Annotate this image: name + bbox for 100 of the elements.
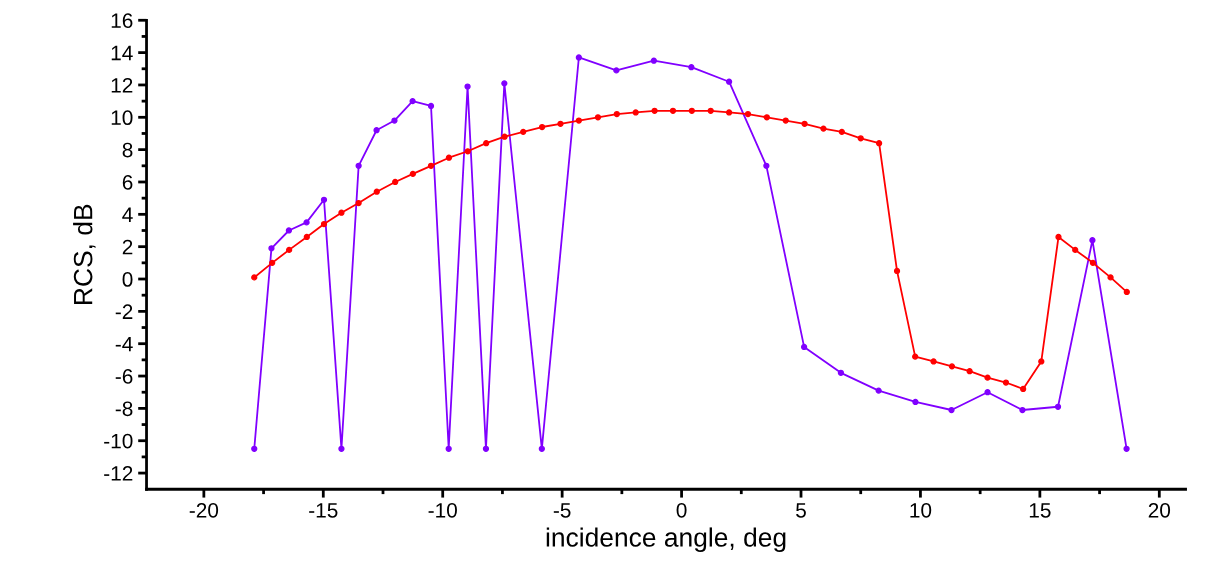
- point: [782, 117, 789, 124]
- x-tick-label: 20: [1148, 502, 1171, 518]
- point: [538, 445, 545, 452]
- y-tick-label: 4: [122, 207, 133, 222]
- point: [538, 123, 546, 131]
- point: [650, 57, 657, 64]
- point: [838, 128, 845, 135]
- point: [1055, 233, 1062, 241]
- point: [984, 374, 991, 381]
- point: [966, 368, 973, 375]
- x-tick-label: -15: [309, 503, 338, 518]
- point: [1123, 445, 1130, 452]
- point: [930, 358, 937, 365]
- point: [320, 196, 328, 203]
- point: [669, 107, 677, 114]
- point: [1002, 379, 1010, 386]
- point: [427, 102, 435, 110]
- point: [501, 133, 508, 140]
- y-tick-label: -2: [115, 304, 133, 319]
- y-tick-label: 10: [111, 110, 133, 126]
- point: [269, 259, 276, 266]
- point: [1123, 288, 1130, 296]
- point: [594, 114, 602, 121]
- point: [251, 274, 258, 281]
- y-tick-label: 14: [111, 45, 133, 61]
- y-tick-label: 8: [122, 142, 133, 158]
- point: [837, 369, 845, 376]
- x-tick-label: -10: [428, 502, 457, 518]
- point: [303, 219, 310, 226]
- point: [1038, 358, 1045, 365]
- point: [338, 445, 345, 452]
- point: [464, 83, 471, 90]
- point: [801, 120, 808, 127]
- point: [725, 109, 733, 116]
- point: [373, 188, 380, 195]
- point: [391, 117, 398, 124]
- point: [320, 220, 328, 228]
- point: [1054, 403, 1062, 410]
- y-tick-label: -8: [115, 401, 133, 417]
- point: [409, 170, 416, 178]
- point: [575, 117, 582, 124]
- x-tick-label: -5: [553, 503, 571, 518]
- point: [688, 64, 695, 71]
- point: [427, 162, 435, 169]
- point: [557, 120, 564, 127]
- y-tick-label: -10: [104, 433, 133, 449]
- point: [409, 98, 416, 105]
- x-tick-label: 10: [910, 502, 932, 518]
- point: [251, 445, 258, 452]
- y-tick-label: -4: [115, 336, 133, 352]
- point: [392, 178, 399, 186]
- point: [893, 267, 901, 275]
- point: [355, 199, 362, 207]
- point: [338, 209, 345, 216]
- point: [613, 110, 620, 118]
- point: [948, 363, 956, 370]
- point: [268, 245, 275, 252]
- point: [875, 140, 883, 147]
- point: [1107, 274, 1114, 281]
- point: [800, 343, 808, 351]
- point: [1072, 246, 1079, 254]
- y-tick-label: 12: [111, 77, 133, 93]
- y-tick-label: 2: [122, 239, 133, 255]
- point: [763, 162, 770, 169]
- point: [651, 107, 658, 114]
- point: [857, 135, 864, 142]
- y-axis-title: RCS, dB: [73, 204, 96, 304]
- point: [912, 398, 919, 406]
- point: [707, 107, 714, 114]
- point: [613, 67, 620, 74]
- y-tick-label: 0: [122, 272, 133, 287]
- point: [984, 389, 991, 396]
- x-axis-title: incidence angle, deg: [546, 527, 786, 553]
- point: [948, 406, 955, 414]
- x-tick-label: 0: [676, 502, 687, 518]
- point: [303, 233, 310, 241]
- y-tick-label: 6: [122, 174, 133, 190]
- point: [482, 445, 490, 452]
- point: [875, 387, 882, 394]
- point: [575, 54, 582, 61]
- y-tick-label: 16: [111, 13, 133, 29]
- point: [520, 128, 527, 135]
- point: [355, 162, 362, 169]
- point: [820, 125, 827, 132]
- y-tick-label: -6: [115, 369, 133, 384]
- x-tick-label: 15: [1029, 503, 1051, 518]
- point: [373, 127, 380, 134]
- point: [744, 110, 752, 118]
- point: [725, 78, 733, 85]
- point: [501, 80, 508, 87]
- y-tick-label: -12: [104, 466, 133, 481]
- x-tick-label: -20: [189, 502, 219, 518]
- point: [763, 114, 770, 121]
- x-tick-label: 5: [796, 503, 806, 518]
- point: [632, 109, 639, 116]
- point: [483, 140, 490, 147]
- point: [1089, 259, 1097, 266]
- point: [688, 107, 695, 114]
- point: [445, 445, 452, 452]
- point: [464, 148, 471, 155]
